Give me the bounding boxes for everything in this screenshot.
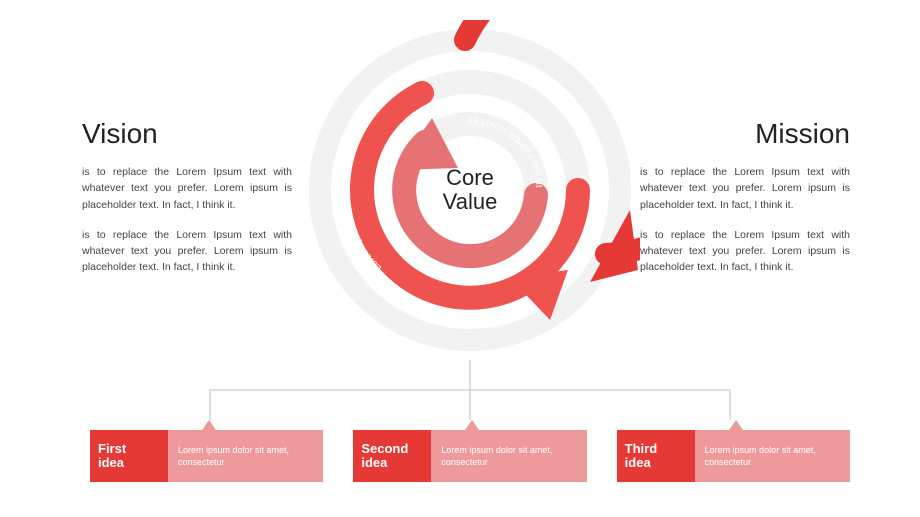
- idea-body: Lorem ipsum dolor sit amet, consectetur: [168, 430, 323, 482]
- spiral-svg: 01 Lorem ipsum dolor sit Lorem ipsum dol…: [300, 20, 640, 360]
- idea-body: Lorem ipsum dolor sit amet, consectetur: [431, 430, 586, 482]
- vision-title: Vision: [82, 118, 292, 150]
- mission-title: Mission: [640, 118, 850, 150]
- idea-title-line1: First: [98, 442, 160, 456]
- spiral-diagram: 01 Lorem ipsum dolor sit Lorem ipsum dol…: [300, 20, 640, 360]
- mission-paragraph-2: is to replace the Lorem Ipsum text with …: [640, 227, 850, 276]
- idea-title-line2: idea: [361, 456, 423, 470]
- vision-block: Vision is to replace the Lorem Ipsum tex…: [82, 118, 292, 290]
- idea-title-line2: idea: [625, 456, 687, 470]
- mission-paragraph-1: is to replace the Lorem Ipsum text with …: [640, 164, 850, 213]
- idea-title-line1: Third: [625, 442, 687, 456]
- idea-body: Lorem ipsum dolor sit amet, consectetur: [695, 430, 850, 482]
- idea-label: Second idea: [353, 430, 431, 482]
- mission-block: Mission is to replace the Lorem Ipsum te…: [640, 118, 850, 290]
- idea-box-3: Third idea Lorem ipsum dolor sit amet, c…: [617, 430, 850, 482]
- idea-title-line1: Second: [361, 442, 423, 456]
- connector-lines: [0, 360, 920, 430]
- idea-label: First idea: [90, 430, 168, 482]
- vision-paragraph-2: is to replace the Lorem Ipsum text with …: [82, 227, 292, 276]
- idea-arrow-icon: [729, 420, 743, 430]
- idea-arrow-icon: [465, 420, 479, 430]
- idea-box-2: Second idea Lorem ipsum dolor sit amet, …: [353, 430, 586, 482]
- arc-inner-label: 03 Lorem ipsum dolor sit: [467, 116, 544, 188]
- idea-boxes: First idea Lorem ipsum dolor sit amet, c…: [90, 430, 850, 482]
- idea-arrow-icon: [202, 420, 216, 430]
- vision-paragraph-1: is to replace the Lorem Ipsum text with …: [82, 164, 292, 213]
- idea-label: Third idea: [617, 430, 695, 482]
- idea-title-line2: idea: [98, 456, 160, 470]
- idea-box-1: First idea Lorem ipsum dolor sit amet, c…: [90, 430, 323, 482]
